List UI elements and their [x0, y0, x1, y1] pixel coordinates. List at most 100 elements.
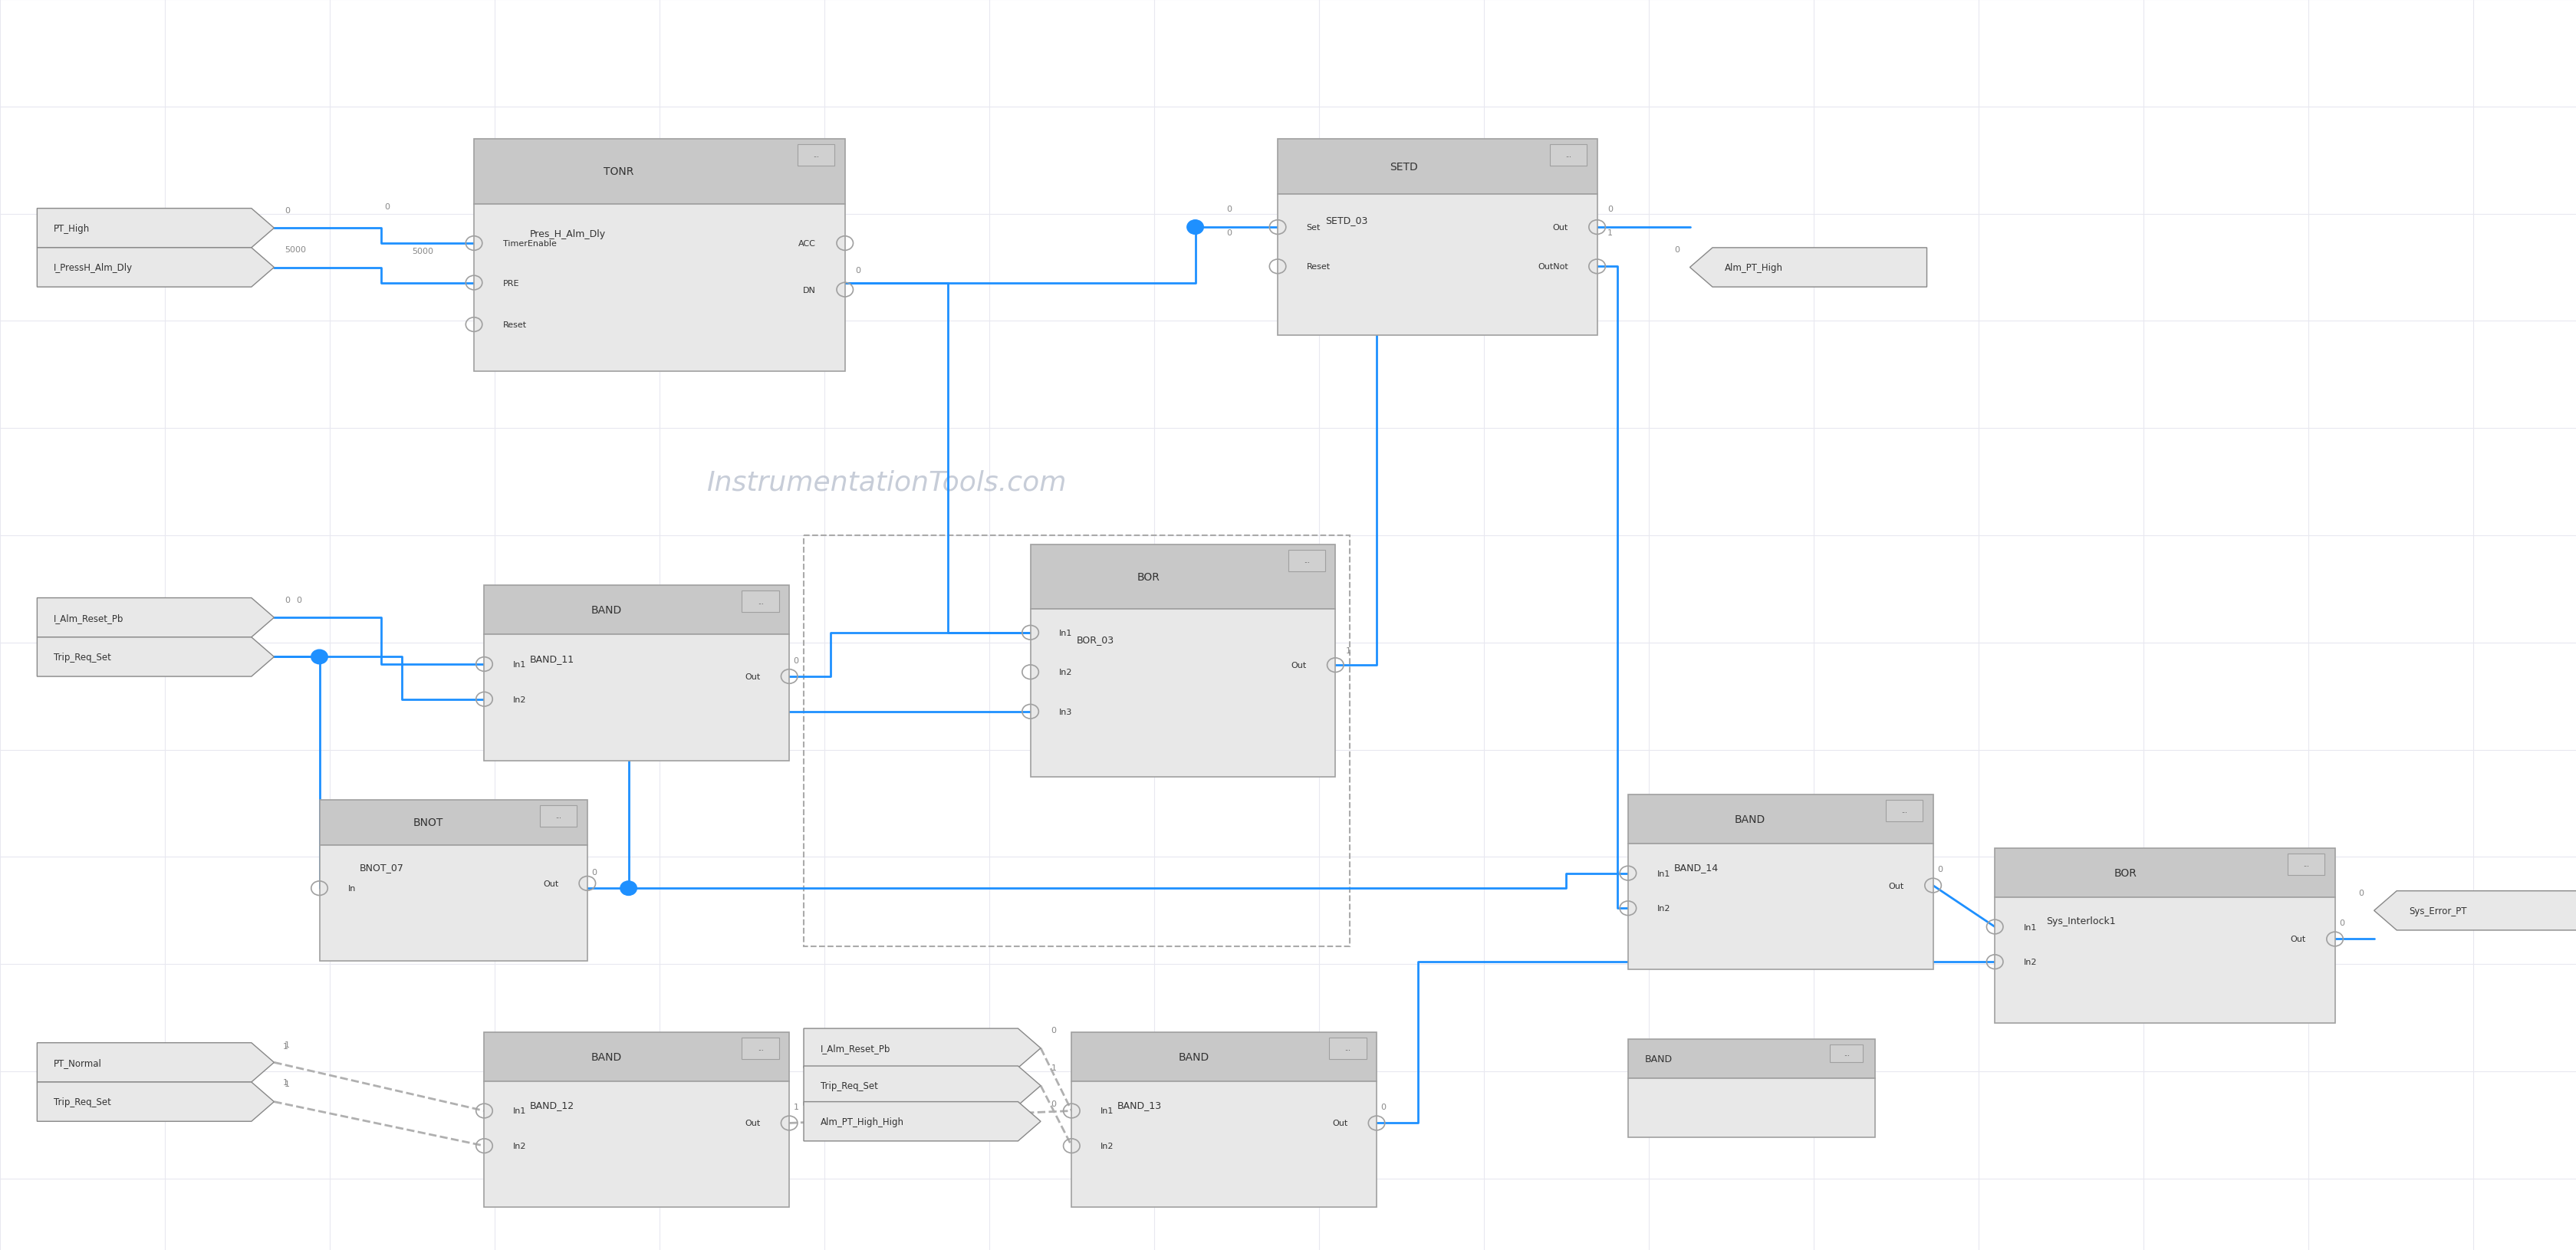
- Text: Out: Out: [1888, 881, 1904, 890]
- Text: 0: 0: [1226, 229, 1231, 236]
- Text: 0: 0: [283, 208, 289, 215]
- Text: 0: 0: [384, 202, 389, 211]
- Text: 0: 0: [1607, 206, 1613, 214]
- Text: PT_Normal: PT_Normal: [54, 1058, 103, 1068]
- Text: ...: ...: [814, 152, 819, 159]
- Text: 0: 0: [1937, 865, 1942, 874]
- Text: 1: 1: [283, 1080, 289, 1088]
- Text: Pres_H_Alm_Dly: Pres_H_Alm_Dly: [531, 229, 605, 239]
- FancyBboxPatch shape: [541, 805, 577, 826]
- Text: SETD: SETD: [1388, 161, 1417, 173]
- Text: 0: 0: [793, 656, 799, 664]
- Text: 0: 0: [2360, 889, 2365, 896]
- Text: Sys_Interlock1: Sys_Interlock1: [2045, 916, 2115, 926]
- Text: 1: 1: [1607, 229, 1613, 236]
- FancyBboxPatch shape: [2287, 854, 2324, 875]
- Text: BAND: BAND: [1643, 1054, 1672, 1064]
- Text: ...: ...: [757, 599, 762, 605]
- Circle shape: [1188, 220, 1203, 235]
- FancyBboxPatch shape: [1628, 1039, 1875, 1079]
- FancyBboxPatch shape: [1551, 145, 1587, 166]
- FancyBboxPatch shape: [1329, 1038, 1365, 1059]
- Polygon shape: [36, 249, 273, 288]
- Polygon shape: [36, 599, 273, 638]
- Text: 0: 0: [1051, 1100, 1056, 1108]
- Text: In1: In1: [2025, 924, 2038, 931]
- Text: 0: 0: [1674, 246, 1680, 254]
- Polygon shape: [1690, 249, 1927, 288]
- Text: Out: Out: [544, 880, 559, 888]
- Text: PRE: PRE: [502, 280, 520, 288]
- Text: I_PressH_Alm_Dly: I_PressH_Alm_Dly: [54, 262, 134, 273]
- FancyBboxPatch shape: [742, 591, 778, 612]
- Polygon shape: [36, 1082, 273, 1121]
- Text: 5000: 5000: [412, 248, 433, 255]
- Text: DN: DN: [804, 286, 817, 294]
- Text: In2: In2: [1100, 1143, 1113, 1150]
- Text: 0: 0: [283, 596, 289, 604]
- Text: Alm_PT_High_High: Alm_PT_High_High: [819, 1116, 904, 1126]
- FancyBboxPatch shape: [1628, 795, 1932, 844]
- Text: 1: 1: [283, 1078, 289, 1086]
- FancyBboxPatch shape: [319, 845, 587, 961]
- FancyBboxPatch shape: [1886, 800, 1922, 821]
- Text: In1: In1: [513, 661, 526, 669]
- Text: TimerEnable: TimerEnable: [502, 240, 556, 248]
- Text: TONR: TONR: [603, 166, 634, 178]
- FancyBboxPatch shape: [1994, 849, 2334, 898]
- FancyBboxPatch shape: [484, 1032, 788, 1081]
- Text: Reset: Reset: [502, 321, 526, 329]
- FancyBboxPatch shape: [484, 635, 788, 761]
- Text: Out: Out: [1332, 1119, 1347, 1128]
- Polygon shape: [804, 1029, 1041, 1068]
- Polygon shape: [36, 638, 273, 676]
- Text: 1: 1: [283, 1041, 289, 1049]
- Text: ACC: ACC: [799, 240, 817, 248]
- Text: ...: ...: [1303, 558, 1309, 564]
- Text: ...: ...: [1566, 152, 1571, 159]
- Text: BAND_12: BAND_12: [531, 1100, 574, 1110]
- Text: ...: ...: [757, 1045, 762, 1051]
- Text: BAND: BAND: [1734, 814, 1765, 825]
- Text: In1: In1: [513, 1108, 526, 1115]
- Text: BAND: BAND: [1177, 1051, 1208, 1062]
- Text: BAND_14: BAND_14: [1674, 862, 1718, 872]
- Text: BOR: BOR: [1136, 571, 1159, 582]
- FancyBboxPatch shape: [1072, 1081, 1376, 1208]
- Text: In2: In2: [513, 1143, 526, 1150]
- Text: 0: 0: [592, 869, 598, 876]
- Text: Alm_PT_High: Alm_PT_High: [1726, 262, 1783, 273]
- Text: ...: ...: [1844, 1050, 1850, 1058]
- Circle shape: [312, 650, 327, 664]
- Text: 0: 0: [1051, 1026, 1056, 1034]
- Text: 5000: 5000: [283, 246, 307, 254]
- Polygon shape: [36, 209, 273, 249]
- Text: Out: Out: [1553, 224, 1569, 231]
- Text: ...: ...: [1345, 1045, 1350, 1051]
- FancyBboxPatch shape: [1030, 545, 1334, 610]
- Text: 0: 0: [296, 596, 301, 604]
- Text: BAND_11: BAND_11: [531, 654, 574, 664]
- FancyBboxPatch shape: [1288, 550, 1324, 571]
- Text: Out: Out: [744, 672, 760, 680]
- FancyBboxPatch shape: [1072, 1032, 1376, 1081]
- Text: SETD_03: SETD_03: [1327, 215, 1368, 225]
- FancyBboxPatch shape: [474, 139, 845, 204]
- Text: 1: 1: [1345, 648, 1350, 655]
- FancyBboxPatch shape: [799, 145, 835, 166]
- Text: 0: 0: [2339, 919, 2344, 926]
- FancyBboxPatch shape: [1628, 1079, 1875, 1138]
- Text: Out: Out: [2290, 935, 2306, 942]
- FancyBboxPatch shape: [484, 1081, 788, 1208]
- Text: BNOT_07: BNOT_07: [361, 862, 404, 872]
- Text: Reset: Reset: [1306, 264, 1329, 271]
- Text: ...: ...: [556, 812, 562, 820]
- Polygon shape: [804, 1066, 1041, 1105]
- Text: 1: 1: [793, 1102, 799, 1111]
- Text: In2: In2: [1059, 669, 1072, 676]
- Text: In2: In2: [2025, 959, 2038, 966]
- Text: BAND_13: BAND_13: [1118, 1100, 1162, 1110]
- FancyBboxPatch shape: [1829, 1045, 1862, 1062]
- Text: BNOT: BNOT: [412, 818, 443, 828]
- Text: I_Alm_Reset_Pb: I_Alm_Reset_Pb: [54, 612, 124, 622]
